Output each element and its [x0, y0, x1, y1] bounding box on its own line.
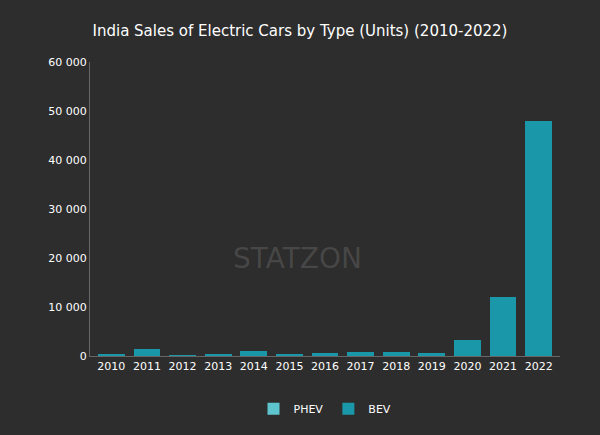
svg-text:2011: 2011 — [133, 360, 161, 373]
svg-text:2010: 2010 — [97, 360, 125, 373]
svg-text:PHEV: PHEV — [294, 403, 324, 416]
svg-text:India Sales of Electric Cars b: India Sales of Electric Cars by Type (Un… — [93, 22, 508, 40]
svg-text:STATZON: STATZON — [233, 242, 362, 275]
svg-text:2012: 2012 — [169, 360, 197, 373]
svg-text:2015: 2015 — [275, 360, 303, 373]
svg-text:2022: 2022 — [525, 360, 553, 373]
svg-text:2017: 2017 — [347, 360, 375, 373]
svg-text:2018: 2018 — [382, 360, 410, 373]
svg-text:10 000: 10 000 — [48, 301, 87, 314]
svg-text:2020: 2020 — [453, 360, 481, 373]
svg-text:2016: 2016 — [311, 360, 339, 373]
svg-text:2014: 2014 — [240, 360, 268, 373]
svg-text:60 000: 60 000 — [48, 56, 87, 69]
svg-text:BEV: BEV — [368, 403, 390, 416]
svg-text:2019: 2019 — [418, 360, 446, 373]
svg-text:0: 0 — [80, 350, 87, 363]
svg-text:20 000: 20 000 — [48, 252, 87, 265]
svg-text:2013: 2013 — [204, 360, 232, 373]
svg-text:40 000: 40 000 — [48, 154, 87, 167]
svg-text:50 000: 50 000 — [48, 105, 87, 118]
svg-text:2021: 2021 — [489, 360, 517, 373]
svg-text:30 000: 30 000 — [48, 203, 87, 216]
